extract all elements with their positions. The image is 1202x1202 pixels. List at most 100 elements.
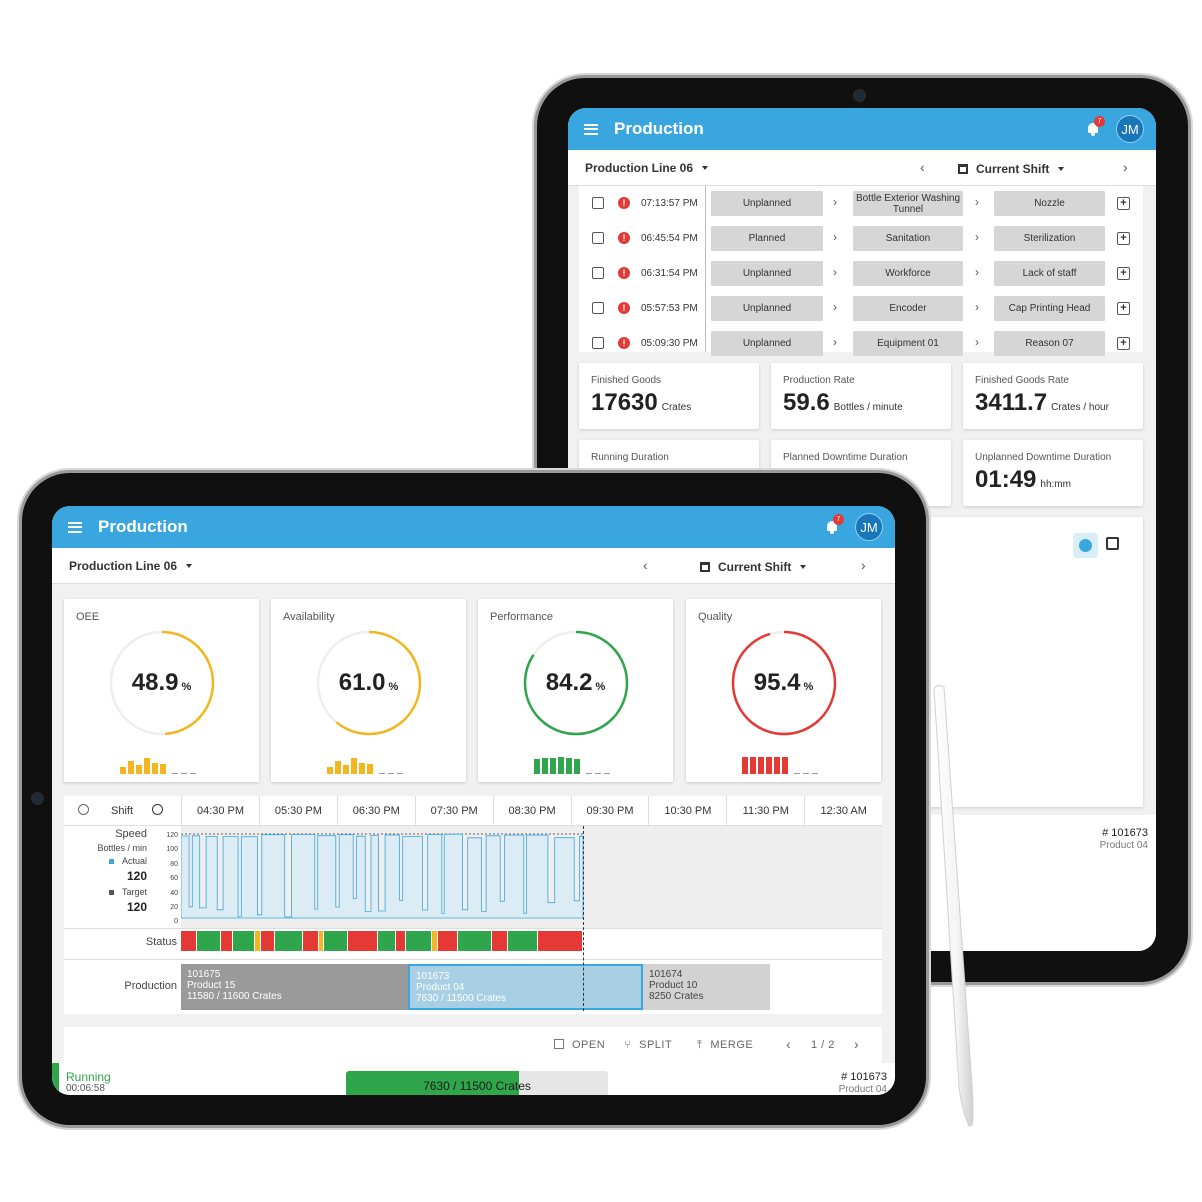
event-reason-pill[interactable]: Lack of staff xyxy=(994,261,1105,286)
spark-bar xyxy=(136,765,142,774)
event-type-pill[interactable]: Unplanned xyxy=(711,261,823,286)
event-reason-pill[interactable]: Cap Printing Head xyxy=(994,296,1105,321)
copy-icon[interactable] xyxy=(1106,537,1119,550)
split-label: SPLIT xyxy=(639,1039,673,1051)
checkbox[interactable] xyxy=(592,197,604,209)
status-strip xyxy=(181,931,583,951)
event-time: 06:45:54 PM xyxy=(641,233,698,244)
clock-toggle[interactable] xyxy=(1073,533,1098,558)
order-product: Product 15 xyxy=(187,980,236,991)
menu-icon[interactable] xyxy=(68,521,82,533)
add-note-icon[interactable]: + xyxy=(1117,302,1130,315)
status-segment[interactable] xyxy=(255,931,261,951)
checkbox[interactable] xyxy=(592,302,604,314)
chevron-right-icon: › xyxy=(833,300,837,314)
status-segment[interactable] xyxy=(181,931,197,951)
gauge-card-oee: OEE 48.9% xyxy=(64,599,259,782)
order-id: # 101673 xyxy=(841,1071,887,1083)
event-type-pill[interactable]: Unplanned xyxy=(711,296,823,321)
chevron-right-icon[interactable]: › xyxy=(1123,159,1128,175)
period-select[interactable]: Current Shift xyxy=(958,162,1065,176)
notification-bell-icon[interactable]: 7 xyxy=(825,514,844,534)
menu-icon[interactable] xyxy=(584,123,598,135)
gauge-label: Quality xyxy=(698,611,733,623)
spark-empty xyxy=(379,773,385,774)
line-select[interactable]: Production Line 06 xyxy=(585,161,709,175)
status-segment[interactable] xyxy=(275,931,303,951)
production-order-segment[interactable]: 101673 Product 04 7630 / 11500 Crates xyxy=(408,964,643,1010)
add-note-icon[interactable]: + xyxy=(1117,267,1130,280)
add-note-icon[interactable]: + xyxy=(1117,337,1130,350)
event-category-pill[interactable]: Sanitation xyxy=(853,226,963,251)
event-reason-pill[interactable]: Sterilization xyxy=(994,226,1105,251)
status-segment[interactable] xyxy=(221,931,233,951)
status-segment[interactable] xyxy=(324,931,348,951)
spark-empty xyxy=(794,773,800,774)
avatar[interactable]: JM xyxy=(855,513,883,541)
kpi-label: Finished Goods Rate xyxy=(975,375,1069,386)
event-type-pill[interactable]: Planned xyxy=(711,226,823,251)
period-select[interactable]: Current Shift xyxy=(700,560,807,574)
kpi-card: Production Rate 59.6 Bottles / minute xyxy=(771,363,951,429)
spark-bar xyxy=(343,765,349,774)
status-segment[interactable] xyxy=(348,931,378,951)
status-segment[interactable] xyxy=(396,931,406,951)
status-segment[interactable] xyxy=(233,931,255,951)
line-select[interactable]: Production Line 06 xyxy=(69,559,193,573)
gauge-card-availability: Availability 61.0% xyxy=(271,599,466,782)
speed-plot xyxy=(180,826,882,928)
open-button[interactable]: OPEN xyxy=(554,1039,605,1051)
checkbox[interactable] xyxy=(592,267,604,279)
status-segment[interactable] xyxy=(432,931,438,951)
chevron-left-icon[interactable]: ‹ xyxy=(920,159,925,175)
status-segment[interactable] xyxy=(508,931,538,951)
production-order-segment[interactable]: 101674 Product 10 8250 Crates xyxy=(643,964,770,1010)
spark-empty xyxy=(604,773,610,774)
chevron-left-icon[interactable]: ‹ xyxy=(643,557,648,573)
kpi-value-row: 59.6 Bottles / minute xyxy=(783,389,903,417)
zoom-in-icon[interactable] xyxy=(152,804,163,815)
gauge-ring xyxy=(523,630,629,736)
status-segment[interactable] xyxy=(458,931,492,951)
status-segment[interactable] xyxy=(492,931,508,951)
event-reason-pill[interactable]: Reason 07 xyxy=(994,331,1105,356)
event-category-pill[interactable]: Bottle Exterior Washing Tunnel xyxy=(853,191,963,216)
camera xyxy=(855,91,864,100)
event-reason-pill[interactable]: Nozzle xyxy=(994,191,1105,216)
chevron-right-icon[interactable]: › xyxy=(861,557,866,573)
status-segment[interactable] xyxy=(538,931,583,951)
merge-button[interactable]: ⤒ MERGE xyxy=(697,1039,753,1052)
spark-empty xyxy=(397,773,403,774)
target-value: 120 xyxy=(126,900,147,914)
page-next-icon[interactable]: › xyxy=(854,1036,860,1052)
event-category-pill[interactable]: Encoder xyxy=(853,296,963,321)
gauge-value-row: 48.9% xyxy=(64,669,259,697)
status-segment[interactable] xyxy=(197,931,221,951)
status-segment[interactable] xyxy=(378,931,396,951)
notification-bell-icon[interactable]: 7 xyxy=(1086,116,1105,136)
split-button[interactable]: ⑂ SPLIT xyxy=(624,1039,672,1051)
checkbox[interactable] xyxy=(592,337,604,349)
event-type-pill[interactable]: Unplanned xyxy=(711,331,823,356)
add-note-icon[interactable]: + xyxy=(1117,197,1130,210)
status-segment[interactable] xyxy=(261,931,275,951)
event-type-pill[interactable]: Unplanned xyxy=(711,191,823,216)
add-note-icon[interactable]: + xyxy=(1117,232,1130,245)
event-category-pill[interactable]: Equipment 01 xyxy=(853,331,963,356)
status-segment[interactable] xyxy=(438,931,458,951)
zoom-out-icon[interactable] xyxy=(78,804,89,815)
spark-bar xyxy=(574,758,580,774)
event-time: 07:13:57 PM xyxy=(641,198,698,209)
status-segment[interactable] xyxy=(319,931,324,951)
gauge-unit: % xyxy=(181,681,192,693)
production-order-segment[interactable]: 101675 Product 15 11580 / 11600 Crates xyxy=(181,964,408,1010)
speed-line-chart xyxy=(180,833,584,919)
status-segment[interactable] xyxy=(303,931,319,951)
event-category-pill[interactable]: Workforce xyxy=(853,261,963,286)
checkbox[interactable] xyxy=(592,232,604,244)
page-prev-icon[interactable]: ‹ xyxy=(786,1036,792,1052)
timeline-hour: 10:30 PM xyxy=(648,796,726,826)
status-segment[interactable] xyxy=(406,931,432,951)
avatar[interactable]: JM xyxy=(1116,115,1144,143)
kpi-value: 01:49 xyxy=(975,466,1037,493)
